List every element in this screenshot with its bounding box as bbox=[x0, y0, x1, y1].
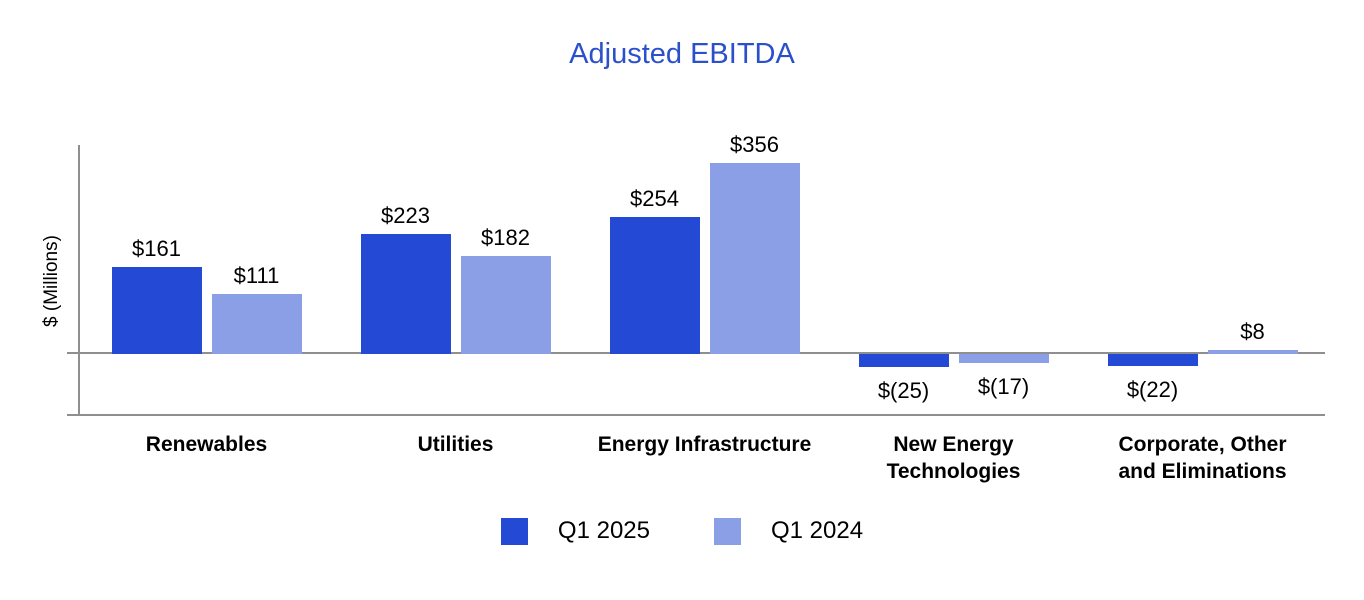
legend-label-q1-2024: Q1 2024 bbox=[771, 517, 864, 544]
bar-q1-2025-renewables bbox=[111, 267, 202, 354]
bar-q1-2024-energy-infrastructure bbox=[709, 162, 800, 354]
value-label-q1-2024-energy-infrastructure: $356 bbox=[730, 131, 779, 157]
bar-q1-2024-renewables bbox=[211, 294, 302, 354]
legend-item-q1-2025: Q1 2025 bbox=[500, 517, 650, 545]
value-label-q1-2025-utilities: $223 bbox=[381, 203, 430, 229]
category-label-corporate-other-and-eliminations: Corporate, Other and Eliminations bbox=[1118, 433, 1287, 483]
legend-swatch-q1-2025 bbox=[500, 517, 528, 545]
category-label-utilities: Utilities bbox=[417, 433, 494, 456]
bar-q1-2024-new-energy-technologies bbox=[958, 354, 1049, 364]
y-axis-line bbox=[78, 145, 80, 415]
value-label-q1-2025-new-energy-technologies: $(25) bbox=[877, 378, 930, 404]
legend: Q1 2025 Q1 2024 bbox=[0, 517, 1364, 545]
bar-q1-2025-utilities bbox=[360, 234, 451, 354]
bar-q1-2025-energy-infrastructure bbox=[609, 217, 700, 354]
bar-q1-2025-corporate-other-and-eliminations bbox=[1107, 354, 1198, 366]
x-axis-bottom-line bbox=[67, 414, 1325, 416]
category-label-new-energy-technologies: New Energy Technologies bbox=[886, 433, 1021, 483]
legend-swatch-q1-2024 bbox=[714, 517, 741, 545]
value-label-q1-2025-renewables: $161 bbox=[132, 236, 181, 262]
value-label-q1-2024-renewables: $111 bbox=[233, 263, 280, 289]
bar-q1-2025-new-energy-technologies bbox=[858, 354, 949, 368]
value-label-q1-2024-new-energy-technologies: $(17) bbox=[977, 374, 1030, 400]
legend-label-q1-2025: Q1 2025 bbox=[557, 517, 650, 544]
value-label-q1-2025-energy-infrastructure: $254 bbox=[630, 186, 679, 212]
value-label-q1-2024-corporate-other-and-eliminations: $8 bbox=[1240, 318, 1265, 344]
y-axis-label: $ (Millions) bbox=[41, 235, 62, 327]
category-label-energy-infrastructure: Energy Infrastructure bbox=[597, 433, 812, 456]
legend-item-q1-2024: Q1 2024 bbox=[714, 517, 863, 545]
value-label-q1-2024-utilities: $182 bbox=[481, 225, 530, 251]
chart-title: Adjusted EBITDA bbox=[569, 38, 795, 70]
bar-q1-2024-utilities bbox=[460, 256, 551, 354]
bar-q1-2024-corporate-other-and-eliminations bbox=[1207, 349, 1298, 354]
category-label-renewables: Renewables bbox=[145, 433, 268, 456]
value-label-q1-2025-corporate-other-and-eliminations: $(22) bbox=[1126, 376, 1179, 402]
